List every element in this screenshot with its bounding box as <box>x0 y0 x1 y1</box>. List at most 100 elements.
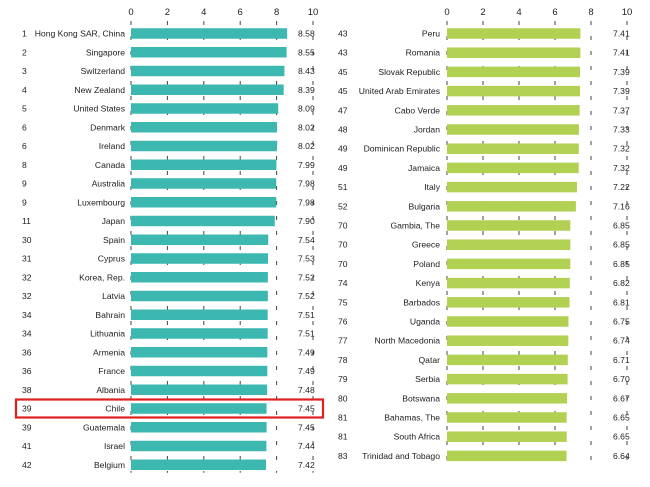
country-label: Serbia <box>415 374 440 384</box>
axis-tick-label: 0 <box>128 7 133 18</box>
bar <box>447 66 581 78</box>
value-label: 6.85 <box>613 259 630 269</box>
country-label: Qatar <box>419 355 441 365</box>
value-label: 7.99 <box>298 160 315 170</box>
axis-tick-label: 2 <box>165 7 170 18</box>
country-label: Slovak Republic <box>378 67 440 77</box>
rank-label: 45 <box>338 67 348 77</box>
rank-label: 48 <box>338 125 348 135</box>
value-label: 6.70 <box>613 374 630 384</box>
bar <box>131 140 277 152</box>
rank-label: 1 <box>22 29 27 39</box>
value-label: 7.52 <box>298 291 315 301</box>
value-label: 7.33 <box>613 125 630 135</box>
axis-tick-label: 4 <box>516 7 521 18</box>
rank-label: 70 <box>338 259 348 269</box>
bar <box>447 85 581 97</box>
bar <box>447 220 571 231</box>
country-label: Bahamas, The <box>384 413 440 423</box>
rank-label: 43 <box>338 48 348 58</box>
bar <box>131 272 268 283</box>
rank-label: 49 <box>338 163 348 173</box>
country-label: Jamaica <box>408 163 440 173</box>
rank-label: 77 <box>338 336 348 346</box>
bar <box>131 309 268 320</box>
bar <box>131 197 277 208</box>
bar <box>447 277 570 289</box>
rank-label: 6 <box>22 141 27 151</box>
value-label: 7.54 <box>298 235 315 245</box>
bar <box>447 335 569 346</box>
bar <box>131 178 277 189</box>
rank-label: 34 <box>22 329 32 339</box>
bar <box>447 201 576 212</box>
country-label: Jordan <box>414 125 440 135</box>
value-label: 7.49 <box>298 366 315 376</box>
rank-label: 41 <box>22 441 32 451</box>
axis-tick-label: 0 <box>444 7 449 18</box>
country-label: Australia <box>92 179 126 189</box>
country-label: South Africa <box>394 432 441 442</box>
axis-tick-label: 6 <box>238 7 243 18</box>
country-label: Guatemala <box>83 422 125 432</box>
value-label: 7.39 <box>613 86 630 96</box>
country-label: Lithuania <box>90 329 125 339</box>
value-label: 7.16 <box>613 201 630 211</box>
bar <box>131 422 267 433</box>
value-label: 8.58 <box>298 29 315 39</box>
country-label: Trinidad and Tobago <box>362 451 440 461</box>
rank-label: 42 <box>22 460 32 470</box>
rank-label: 34 <box>22 310 32 320</box>
country-label: Romania <box>406 48 441 58</box>
country-label: North Macedonia <box>375 336 441 346</box>
value-label: 8.02 <box>298 141 315 151</box>
rank-label: 38 <box>22 385 32 395</box>
bar <box>447 258 571 270</box>
rank-label: 30 <box>22 235 32 245</box>
value-label: 7.98 <box>298 197 315 207</box>
value-label: 7.49 <box>298 347 315 357</box>
country-label: Italy <box>424 182 440 192</box>
value-label: 6.81 <box>613 297 630 307</box>
rank-label: 52 <box>338 201 348 211</box>
rank-label: 4 <box>22 85 27 95</box>
country-label: Dominican Republic <box>364 144 441 154</box>
bar <box>447 431 567 442</box>
right-panel: 0 2 4 6 8 10 43 Peru 7.41 43 Romania 7.41 45 Slovak R… <box>338 7 632 464</box>
value-label: 7.41 <box>613 29 630 39</box>
bar <box>131 403 267 414</box>
axis-tick-label: 8 <box>588 7 593 18</box>
country-label: Peru <box>422 29 440 39</box>
value-label: 7.44 <box>298 441 315 451</box>
rank-label: 31 <box>22 254 32 264</box>
value-label: 8.55 <box>298 47 315 57</box>
rank-label: 70 <box>338 221 348 231</box>
rank-label: 43 <box>338 29 348 39</box>
bar <box>131 365 268 377</box>
rank-label: 32 <box>22 291 32 301</box>
country-label: Ireland <box>99 141 125 151</box>
country-label: United Arab Emirates <box>359 86 440 96</box>
country-label: Cabo Verde <box>395 105 441 115</box>
value-label: 7.51 <box>298 329 315 339</box>
value-label: 7.32 <box>613 163 630 173</box>
country-label: Luxembourg <box>77 197 125 207</box>
rank-label: 39 <box>22 422 32 432</box>
axis-tick-label: 10 <box>622 7 633 18</box>
value-label: 7.42 <box>298 460 315 470</box>
country-label: Kenya <box>416 278 441 288</box>
axis-tick-label: 4 <box>201 7 206 18</box>
value-label: 6.65 <box>613 432 630 442</box>
rank-label: 51 <box>338 182 348 192</box>
value-label: 8.09 <box>298 104 315 114</box>
country-label: Poland <box>413 259 440 269</box>
value-label: 7.22 <box>613 182 630 192</box>
country-label: Albania <box>96 385 125 395</box>
country-label: Uganda <box>410 317 440 327</box>
rank-label: 79 <box>338 374 348 384</box>
bar <box>131 84 284 95</box>
country-label: Bulgaria <box>408 201 440 211</box>
value-label: 6.64 <box>613 451 630 461</box>
bar <box>447 47 581 58</box>
